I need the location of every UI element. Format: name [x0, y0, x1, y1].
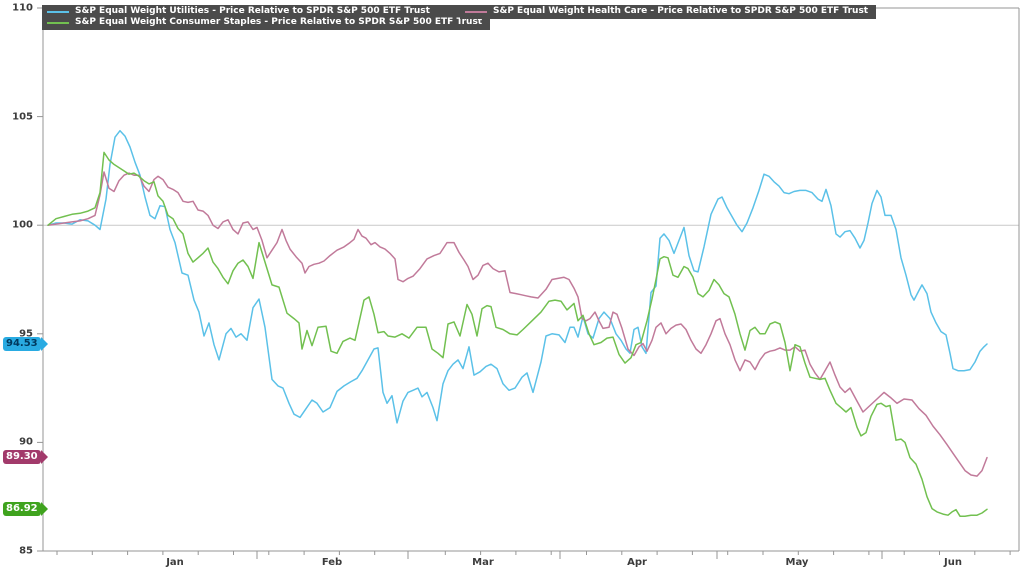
legend-label-utilities: S&P Equal Weight Utilities - Price Relat…: [75, 6, 430, 16]
x-axis-month-label-apr: Apr: [627, 557, 647, 568]
utilities-line-swatch-icon: [47, 10, 69, 13]
y-axis-tick-label: 85: [19, 545, 33, 557]
price-tag-consumer-staples: 86.92: [3, 501, 48, 516]
x-axis-month-label-may: May: [785, 557, 809, 568]
consumer-staples-series-line[interactable]: [47, 151, 988, 517]
y-axis-tick-label: 95: [19, 328, 33, 340]
legend-item-consumer-staples[interactable]: S&P Equal Weight Consumer Staples - Pric…: [47, 17, 482, 28]
price-tag-health-care: 89.30: [3, 450, 48, 465]
x-axis-month-label-feb: Feb: [321, 557, 343, 568]
price-tag-utilities: 94.53: [3, 336, 48, 351]
y-axis-tick-label: 105: [12, 111, 33, 123]
y-axis-tick-label: 100: [12, 219, 33, 231]
legend-label-health-care: S&P Equal Weight Health Care - Price Rel…: [493, 6, 869, 16]
x-axis-month-label-mar: Mar: [472, 557, 494, 568]
x-axis-month-label-jan: Jan: [166, 557, 184, 568]
health-care-series-line[interactable]: [47, 171, 988, 477]
legend-label-consumer-staples: S&P Equal Weight Consumer Staples - Pric…: [75, 17, 483, 27]
consumer-staples-line-swatch-icon: [47, 21, 69, 24]
legend-item-health-care[interactable]: S&P Equal Weight Health Care - Price Rel…: [465, 6, 868, 17]
price-tag-consumer-staples-value: 86.92: [6, 502, 38, 514]
health-care-line-swatch-icon: [465, 10, 487, 13]
x-axis-month-label-jun: Jun: [944, 557, 962, 568]
legend-item-utilities[interactable]: S&P Equal Weight Utilities - Price Relat…: [47, 6, 482, 17]
price-tag-health-care-value: 89.30: [6, 451, 38, 463]
legend-box-2: S&P Equal Weight Health Care - Price Rel…: [460, 5, 877, 19]
utilities-series-line[interactable]: [47, 129, 988, 424]
y-axis-tick-label: 110: [12, 2, 33, 14]
y-axis-tick-label: 90: [19, 436, 33, 448]
price-tag-utilities-value: 94.53: [6, 337, 38, 349]
legend-box-1: S&P Equal Weight Utilities - Price Relat…: [42, 5, 491, 30]
